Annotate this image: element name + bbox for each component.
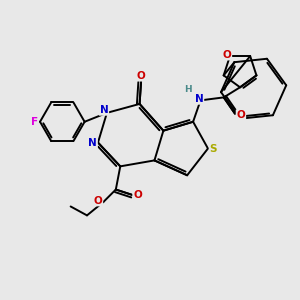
Text: N: N — [88, 138, 97, 148]
Text: O: O — [137, 71, 146, 81]
Text: N: N — [100, 105, 108, 115]
Text: O: O — [223, 50, 231, 60]
Text: F: F — [31, 117, 38, 127]
Text: O: O — [94, 196, 102, 206]
Text: N: N — [195, 94, 203, 104]
Text: H: H — [184, 85, 192, 94]
Text: S: S — [210, 143, 217, 154]
Text: O: O — [133, 190, 142, 200]
Text: O: O — [237, 110, 245, 120]
